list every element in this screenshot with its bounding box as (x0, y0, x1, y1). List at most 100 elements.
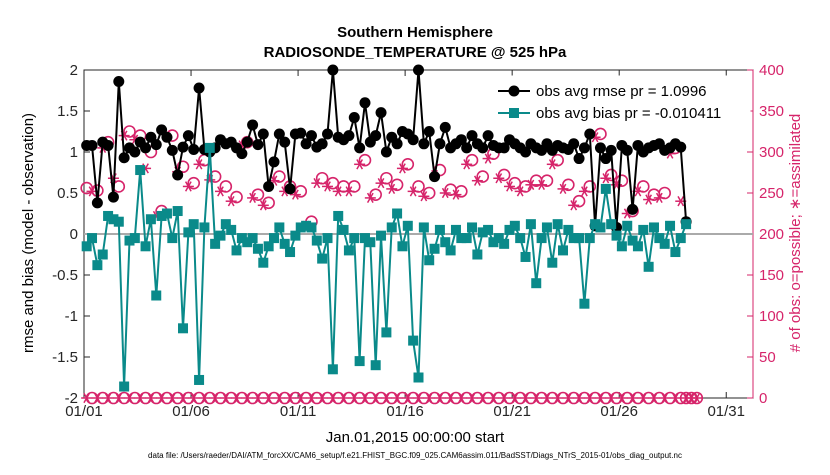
bias-point (349, 233, 360, 244)
bias-point (499, 238, 510, 249)
bias-point (140, 241, 151, 252)
bias-point (279, 238, 290, 249)
obs-possible-point (604, 168, 618, 182)
bias-point (231, 245, 242, 256)
y-left-tick-label: 1 (70, 144, 78, 161)
rmse-point (568, 138, 580, 150)
obs-assimilated-point (396, 163, 408, 174)
bias-point (659, 238, 670, 249)
bias-point (525, 219, 536, 230)
bias-point (584, 233, 595, 244)
bias-point (145, 214, 156, 225)
obs-assimilated-point (182, 181, 194, 192)
x-tick-label: 01/11 (280, 403, 316, 420)
bias-point (199, 222, 210, 233)
bias-point (290, 230, 301, 241)
obs-possible-point (369, 188, 382, 201)
obs-assimilated-point (509, 392, 521, 404)
bias-point (220, 219, 231, 230)
bias-point (204, 142, 215, 153)
obs-assimilated-point (263, 392, 275, 404)
obs-assimilated-point (166, 392, 178, 404)
obs-assimilated-point (691, 392, 703, 404)
obs-assimilated-point (439, 187, 451, 199)
obs-assimilated-point (375, 178, 387, 189)
obs-assimilated-point (637, 392, 649, 404)
obs-possible-point (540, 174, 554, 187)
rmse-point (166, 144, 178, 156)
legend-box (491, 75, 751, 127)
rmse-point (150, 139, 162, 151)
bias-point (632, 241, 643, 252)
obs-assimilated-point (552, 392, 564, 404)
obs-assimilated-point (466, 392, 478, 404)
obs-assimilated-point (653, 192, 665, 204)
obs-possible-point (273, 170, 286, 183)
rmse-point (182, 130, 194, 142)
obs-assimilated-point (220, 392, 232, 404)
rmse-point (429, 171, 441, 183)
bias-point (648, 222, 659, 233)
data-file-footnote: data file: /Users/raeder/DAI/ATM_forcXX/… (148, 451, 682, 460)
rmse-point (257, 128, 269, 140)
rmse-point (621, 144, 633, 156)
obs-assimilated-point (477, 392, 489, 404)
y-left-tick-label: 1.5 (57, 103, 78, 120)
rmse-point (327, 64, 339, 76)
bias-point (493, 233, 504, 244)
rmse-point (520, 146, 532, 158)
obs-assimilated-point (322, 181, 334, 192)
rmse-point (140, 142, 152, 154)
bias-point (327, 364, 338, 375)
bias-point (472, 249, 483, 260)
bias-point (558, 245, 569, 256)
y-right-tick-label: 400 (759, 62, 784, 79)
obs-possible-point (551, 153, 564, 167)
obs-assimilated-point (557, 183, 569, 195)
bias-point (627, 235, 638, 246)
bias-point (129, 233, 140, 244)
obs-assimilated-point (123, 392, 135, 404)
rmse-point (188, 144, 200, 156)
rmse-point (375, 107, 387, 119)
obs-assimilated-point (461, 159, 473, 170)
bias-point (600, 183, 611, 194)
obs-assimilated-point (327, 392, 339, 404)
obs-possible-point (294, 185, 308, 198)
y-right-tick-label: 350 (759, 103, 784, 120)
obs-assimilated-point (198, 392, 210, 404)
obs-assimilated-point (145, 392, 157, 404)
obs-assimilated-point (493, 173, 505, 184)
bias-point (108, 214, 119, 225)
x-tick-label: 01/16 (386, 403, 424, 420)
bias-point (338, 224, 349, 235)
obs-assimilated-point (568, 200, 580, 211)
obs-assimilated-point (503, 181, 515, 192)
rmse-point (241, 136, 253, 148)
bias-point (643, 261, 654, 272)
x-tick-label: 01/06 (172, 403, 210, 420)
bias-point (477, 227, 488, 238)
rmse-point (359, 97, 371, 109)
obs-assimilated-point (391, 392, 403, 404)
bias-point (541, 222, 552, 233)
bias-point (263, 241, 274, 252)
rmse-point (434, 138, 446, 150)
rmse-point (268, 156, 280, 168)
rmse-point (573, 153, 585, 165)
bias-point (590, 219, 601, 230)
bias-point (450, 224, 461, 235)
obs-assimilated-point (418, 191, 430, 202)
bias-point (236, 233, 247, 244)
rmse-point (498, 142, 510, 154)
bias-point (161, 208, 172, 219)
obs-assimilated-point (311, 178, 323, 189)
bias-point (445, 245, 456, 256)
bias-point (579, 298, 590, 309)
bias-point (402, 220, 413, 231)
bias-point (306, 222, 317, 233)
rmse-point (605, 144, 617, 156)
x-tick-label: 01/01 (65, 403, 103, 420)
bias-point (622, 220, 633, 231)
